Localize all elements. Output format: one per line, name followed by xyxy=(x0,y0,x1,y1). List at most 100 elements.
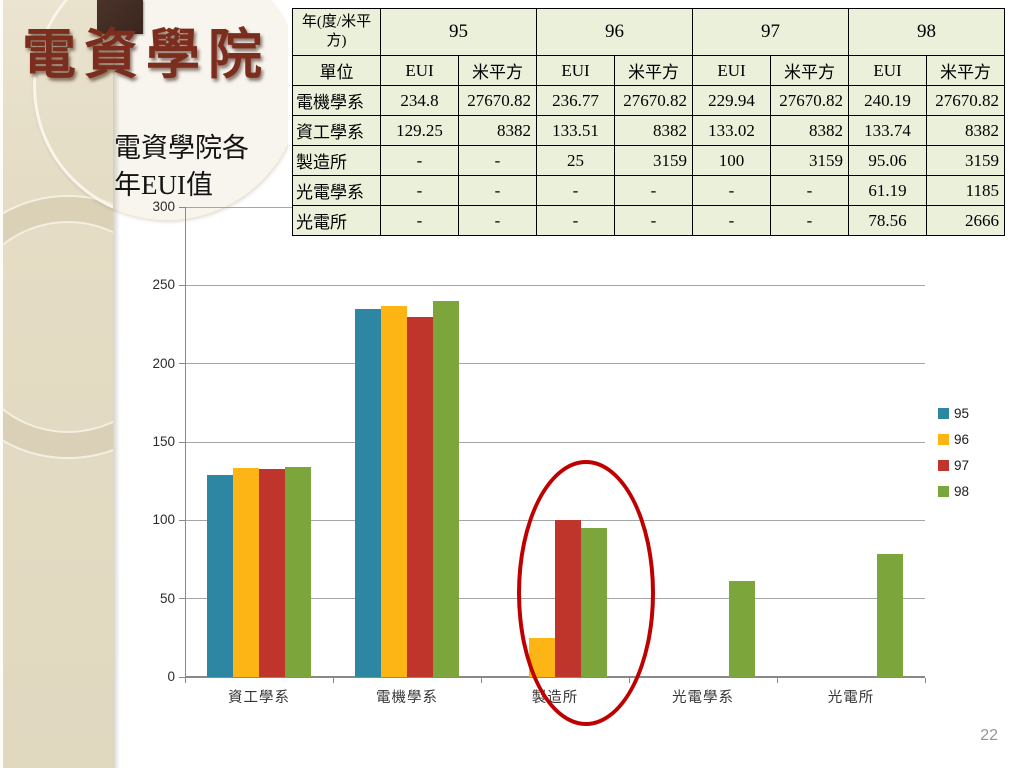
legend-item: 97 xyxy=(938,455,969,475)
table-cell: 8382 xyxy=(770,115,849,146)
table-row-name: 製造所 xyxy=(292,145,381,176)
table-cell: - xyxy=(614,175,693,206)
x-axis-label: 光電學系 xyxy=(672,690,734,706)
table-year-97: 97 xyxy=(692,8,849,56)
x-axis-label: 資工學系 xyxy=(228,690,290,706)
table-cell: 61.19 xyxy=(848,175,927,206)
table-cell: 95.06 xyxy=(848,145,927,176)
table-year-header: 年(度/米平方) xyxy=(292,8,381,56)
corner-square-decoration xyxy=(97,0,143,34)
bar-97-電機學系 xyxy=(407,316,433,677)
table-subheader: 米平方 xyxy=(770,55,849,86)
table-cell: 236.77 xyxy=(536,85,615,116)
legend-label: 97 xyxy=(954,457,970,473)
table-cell: - xyxy=(380,205,459,236)
table-cell: - xyxy=(380,175,459,206)
table-row: 光電所 - - - - - -78.56 2666 xyxy=(292,205,1005,236)
legend-item: 95 xyxy=(938,403,969,423)
sidebar-edge-shadow xyxy=(113,0,120,768)
table-cell: 234.8 xyxy=(380,85,459,116)
y-axis-label: 200 xyxy=(152,355,175,371)
table-cell: - xyxy=(458,145,537,176)
table-subheader: EUI xyxy=(536,55,615,86)
table-subheader: EUI xyxy=(692,55,771,86)
legend-swatch xyxy=(938,485,949,497)
y-axis-label: 150 xyxy=(152,434,175,449)
table-row: 電機學系 234.8 27670.82 236.77 27670.82 229.94 276… xyxy=(292,85,1005,116)
table-cell: - xyxy=(458,175,537,206)
table-cell: - xyxy=(458,205,537,236)
y-axis-label: 250 xyxy=(152,277,175,293)
table-cell: 229.94 xyxy=(692,85,771,116)
table-subheader: 米平方 xyxy=(926,55,1005,86)
table-cell: 3159 xyxy=(770,145,849,176)
table-cell: 27670.82 xyxy=(458,85,537,116)
legend-swatch xyxy=(938,459,949,471)
legend-item: 96 xyxy=(938,429,969,449)
table-cell: 3159 xyxy=(926,145,1005,176)
table-cell: 1185 xyxy=(926,175,1005,206)
table-cell: - xyxy=(614,205,693,236)
table-cell: 133.51 xyxy=(536,115,615,146)
page-number: 22 xyxy=(980,727,998,744)
table-row-name: 光電學系 xyxy=(292,175,381,206)
legend-label: 98 xyxy=(954,483,970,499)
table-subheader: 米平方 xyxy=(458,55,537,86)
x-axis-tick xyxy=(185,678,186,683)
y-axis-tick xyxy=(179,441,185,443)
table-cell: 240.19 xyxy=(848,85,927,116)
legend-label: 96 xyxy=(954,431,970,447)
bar-95-資工學系 xyxy=(207,474,233,677)
table-year-98: 98 xyxy=(848,8,1005,56)
table-cell: 8382 xyxy=(926,115,1005,146)
table-cell: 27670.82 xyxy=(926,85,1005,116)
table-cell: - xyxy=(380,145,459,176)
table-subheader: 米平方 xyxy=(614,55,693,86)
bar-95-電機學系 xyxy=(355,309,381,677)
bar-98-光電學系 xyxy=(729,581,755,677)
table-cell: 100 xyxy=(692,145,771,176)
bar-98-光電所 xyxy=(877,553,903,677)
y-axis-tick xyxy=(179,598,185,600)
legend-item: 98 xyxy=(938,481,969,501)
table-subheader: EUI xyxy=(380,55,459,86)
table-cell: 25 xyxy=(536,145,615,176)
table-subheader: EUI xyxy=(848,55,927,86)
y-axis-label: 300 xyxy=(152,199,175,214)
table-cell: 133.74 xyxy=(848,115,927,146)
y-axis-tick xyxy=(179,676,185,678)
bar-96-資工學系 xyxy=(233,467,259,677)
y-axis-tick xyxy=(179,519,185,521)
table-row-name: 光電所 xyxy=(292,205,381,236)
table-cell: - xyxy=(770,205,849,236)
legend-swatch xyxy=(938,433,949,445)
table-cell: - xyxy=(770,175,849,206)
gridline xyxy=(185,363,925,365)
eui-table: 年(度/米平方) 95 96 97 98 單位 EUI 米平方 EUI 米平方 EUI 米平方 EUI 米… xyxy=(292,8,1005,236)
table-row-name: 資工學系 xyxy=(292,115,381,146)
table-row-name: 電機學系 xyxy=(292,85,381,116)
bar-98-電機學系 xyxy=(433,300,459,677)
table-cell: - xyxy=(692,175,771,206)
bar-97-資工學系 xyxy=(259,468,285,677)
table-row: 光電學系 - - - - - -61.19 1185 xyxy=(292,175,1005,206)
table-year-95: 95 xyxy=(380,8,537,56)
legend-swatch xyxy=(938,407,949,419)
bar-98-資工學系 xyxy=(285,467,311,677)
x-axis-label: 光電所 xyxy=(827,690,875,706)
table-cell: - xyxy=(536,205,615,236)
table-unit-label: 單位 xyxy=(292,55,381,86)
page-title: 電資學院 xyxy=(22,25,270,85)
y-axis-tick xyxy=(179,206,185,208)
table-cell: 2666 xyxy=(926,205,1005,236)
y-axis xyxy=(185,207,186,677)
x-axis-tick xyxy=(777,678,778,683)
table-cell: 27670.82 xyxy=(614,85,693,116)
x-axis-label: 電機學系 xyxy=(376,690,438,706)
table-cell: 133.02 xyxy=(692,115,771,146)
x-axis-tick xyxy=(481,678,482,683)
table-cell: 78.56 xyxy=(848,205,927,236)
table-cell: 27670.82 xyxy=(770,85,849,116)
table-row: 資工學系 129.25 8382 133.51 8382 133.02 8382 133.74… xyxy=(292,115,1005,146)
